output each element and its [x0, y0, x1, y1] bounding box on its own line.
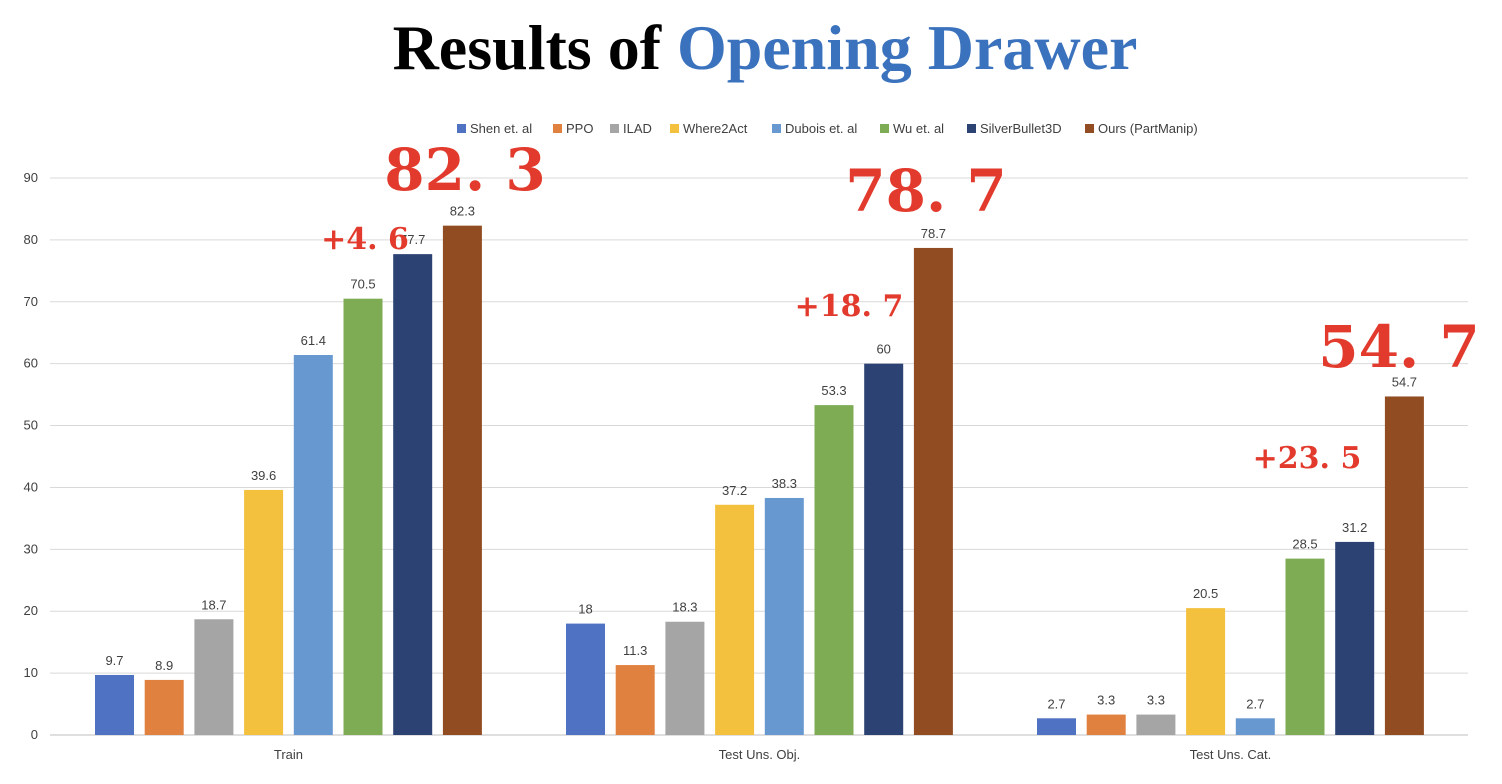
legend-swatch: [1085, 124, 1094, 133]
legend-label: ILAD: [623, 121, 652, 136]
bar: [1037, 718, 1076, 735]
data-label: 18: [578, 602, 592, 617]
data-label: 39.6: [251, 468, 276, 483]
legend-label: Ours (PartManip): [1098, 121, 1198, 136]
legend-swatch: [553, 124, 562, 133]
y-tick-label: 30: [24, 541, 38, 556]
legend: Shen et. al PPO ILAD Where2Act Dubois et. al…: [457, 121, 1198, 136]
chart-title: Results of Opening Drawer: [0, 8, 1502, 88]
x-category-label: Test Uns. Obj.: [719, 747, 801, 762]
bar: [144, 679, 184, 735]
legend-swatch: [967, 124, 976, 133]
bar: [194, 619, 234, 735]
bar: [1335, 541, 1375, 735]
bar: [814, 405, 854, 735]
data-label: 60: [876, 342, 890, 357]
chart-title-accent: Opening Drawer: [677, 12, 1138, 83]
data-label: 9.7: [105, 653, 123, 668]
bar: [715, 504, 755, 735]
bars: [95, 225, 1424, 735]
bar: [615, 665, 655, 735]
bar: [913, 247, 953, 735]
bar: [1186, 608, 1226, 735]
y-tick-label: 40: [24, 479, 38, 494]
x-axis-categories: Train Test Uns. Obj. Test Uns. Cat.: [274, 747, 1271, 762]
highlight-value: 78. 7: [845, 157, 1006, 225]
legend-label: Where2Act: [683, 121, 748, 136]
legend-label: Shen et. al: [470, 121, 532, 136]
data-label: 77.7: [400, 232, 425, 247]
y-tick-label: 10: [24, 665, 38, 680]
data-label: 28.5: [1292, 537, 1317, 552]
legend-swatch: [670, 124, 679, 133]
bar: [764, 497, 804, 735]
data-label: 11.3: [623, 643, 647, 658]
bar: [343, 298, 383, 735]
y-tick-label: 20: [24, 603, 38, 618]
chart-title-prefix: Results of: [392, 12, 678, 83]
data-label: 38.3: [772, 476, 797, 491]
bar: [244, 489, 284, 735]
bar: [864, 363, 904, 735]
data-label: 2.7: [1047, 696, 1065, 711]
highlight-value: 54. 7: [1318, 313, 1479, 381]
bar: [1285, 558, 1325, 735]
y-tick-label: 0: [31, 727, 38, 742]
data-label: 3.3: [1147, 693, 1165, 708]
data-label: 54.7: [1392, 374, 1417, 389]
legend-label: Wu et. al: [893, 121, 944, 136]
data-label: 2.7: [1246, 696, 1264, 711]
bar: [1235, 718, 1275, 735]
legend-swatch: [610, 124, 619, 133]
bar: [442, 225, 482, 735]
annotations: 82. 3 +4. 6 78. 7 +18. 7 54. 7 +23. 5: [321, 136, 1480, 476]
y-tick-label: 80: [24, 232, 38, 247]
bar: [665, 621, 705, 735]
bar: [393, 254, 433, 735]
bar: [293, 355, 333, 735]
bar: [1136, 714, 1176, 735]
data-label: 70.5: [350, 277, 375, 292]
data-label: 61.4: [301, 333, 326, 348]
gridlines: [50, 177, 1468, 736]
improvement-label: +18. 7: [795, 289, 904, 324]
y-tick-label: 70: [24, 294, 38, 309]
data-label: 8.9: [155, 658, 173, 673]
y-axis-ticks: 0 10 20 30 40 50 60 70 80 90: [24, 170, 38, 742]
data-label: 20.5: [1193, 586, 1218, 601]
legend-label: Dubois et. al: [785, 121, 857, 136]
data-label: 3.3: [1097, 693, 1115, 708]
y-tick-label: 90: [24, 170, 38, 185]
data-label: 53.3: [821, 383, 846, 398]
legend-swatch: [457, 124, 466, 133]
data-label: 82.3: [450, 204, 475, 219]
bar: [95, 674, 134, 735]
improvement-label: +23. 5: [1253, 441, 1362, 476]
data-label: 18.3: [672, 600, 697, 615]
y-tick-label: 50: [24, 418, 38, 433]
legend-label: PPO: [566, 121, 593, 136]
data-label: 37.2: [722, 483, 747, 498]
bar: [1086, 714, 1126, 735]
bar: [1384, 396, 1424, 735]
legend-swatch: [880, 124, 889, 133]
y-tick-label: 60: [24, 356, 38, 371]
data-label: 18.7: [201, 597, 226, 612]
bar: [566, 623, 605, 735]
highlight-value: 82. 3: [384, 136, 545, 204]
legend-swatch: [772, 124, 781, 133]
legend-label: SilverBullet3D: [980, 121, 1062, 136]
data-label: 78.7: [921, 226, 946, 241]
x-category-label: Test Uns. Cat.: [1190, 747, 1272, 762]
data-labels: 9.7 18 2.7 8.9 11.3 3.3 18.7 18.3 3.3 39.6 37.2 20.…: [105, 204, 1417, 712]
data-label: 31.2: [1342, 520, 1367, 535]
x-category-label: Train: [274, 747, 303, 762]
improvement-label: +4. 6: [321, 222, 409, 257]
